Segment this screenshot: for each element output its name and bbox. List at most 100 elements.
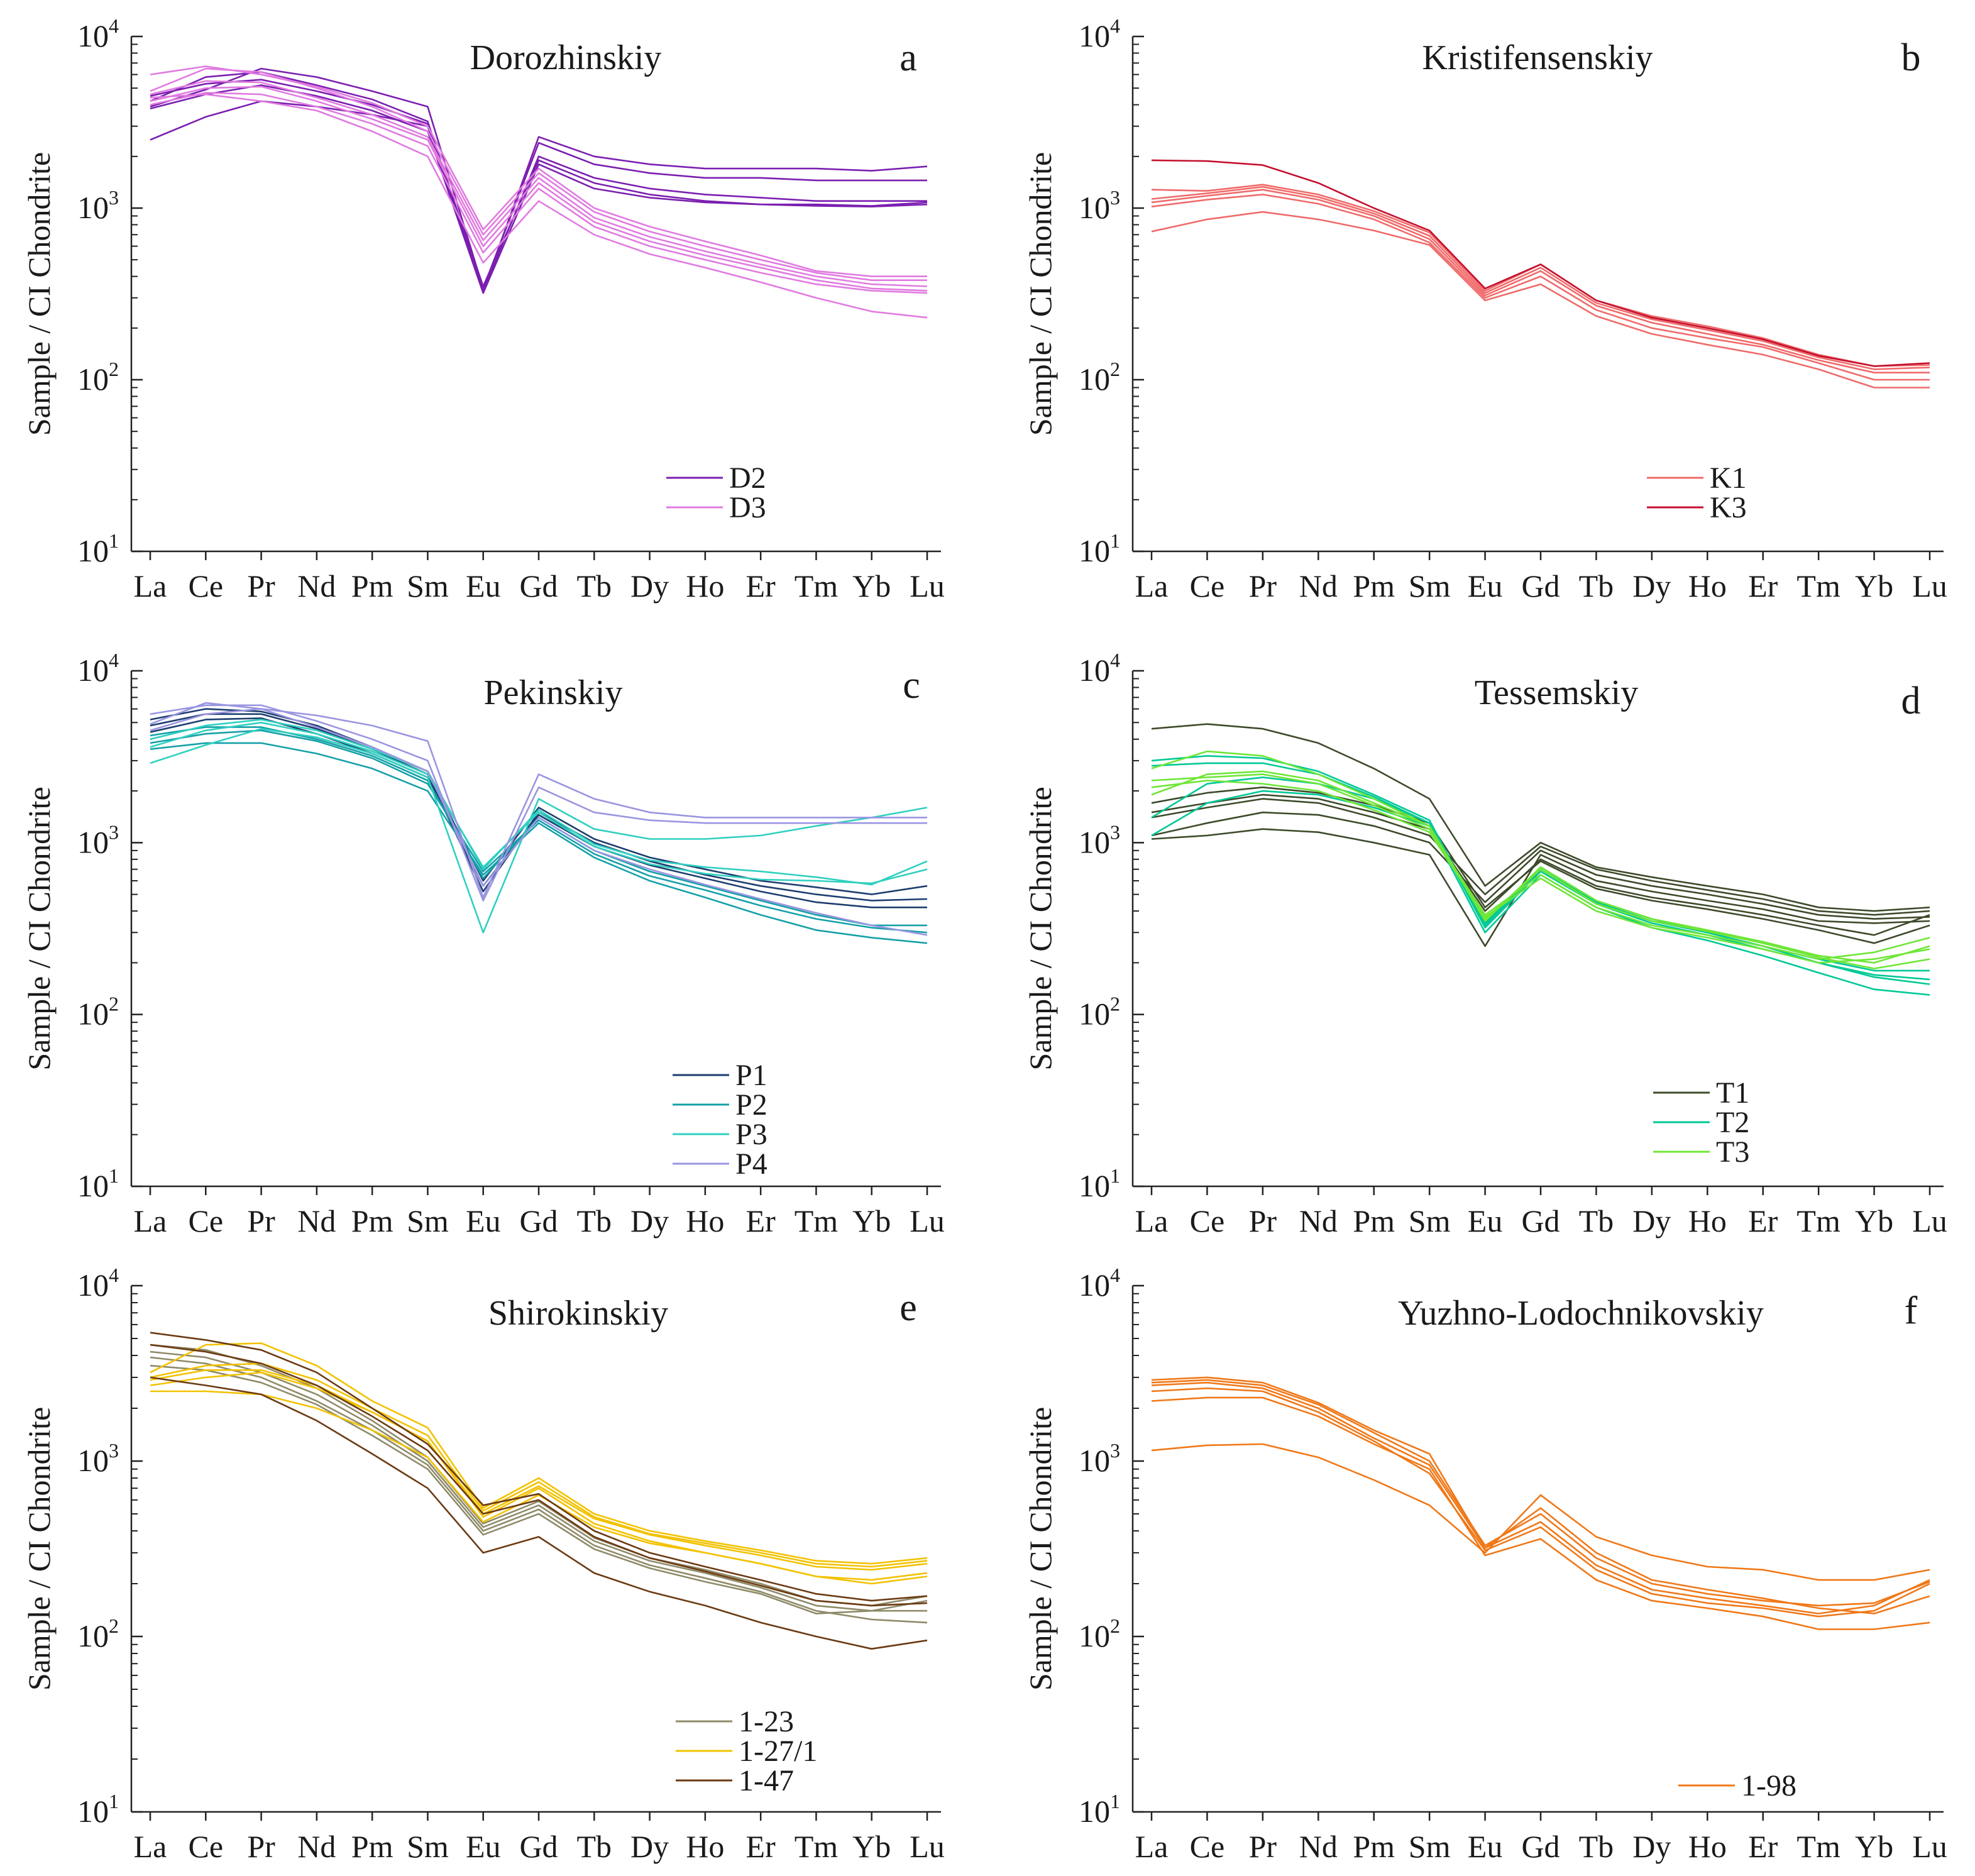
x-tick-label-tb: Tb [1579, 1203, 1614, 1239]
legend-entry: 1-27/1 [676, 1735, 817, 1768]
x-tick-label-tb: Tb [1579, 1829, 1614, 1864]
y-tick-label: 102 [77, 358, 119, 397]
legend-entry: D2 [666, 461, 766, 495]
y-tick-label: 104 [1079, 14, 1120, 53]
x-tick-label-eu: Eu [466, 568, 501, 604]
x-tick-label-dy: Dy [630, 1829, 669, 1864]
panel-d: 101 102 103 104 Sample / CI Chondrite La Ce Pr N… [1023, 649, 1947, 1239]
series-line-T2-9 [1151, 776, 1930, 985]
legend-label: 1-27/1 [739, 1735, 817, 1768]
x-tick-label-la: La [134, 568, 167, 604]
panel-letter: a [899, 36, 917, 79]
x-tick-label-la: La [134, 1203, 167, 1239]
x-tick-label-dy: Dy [1632, 1203, 1671, 1239]
y-tick-label: 103 [1079, 820, 1120, 859]
x-tick-label-yb: Yb [1855, 1829, 1893, 1864]
series-line-K1-3 [1151, 185, 1930, 370]
x-tick-label-nd: Nd [1299, 1203, 1338, 1239]
y-axis-label: Sample / CI Chondrite [21, 1407, 57, 1691]
series-line-P4-10 [150, 704, 927, 902]
x-tick-label-ho: Ho [686, 568, 724, 604]
panel-e: 101 102 103 104 Sample / CI Chondrite La Ce Pr N… [21, 1264, 945, 1864]
legend-label: 1-98 [1741, 1769, 1796, 1802]
legend-entry: 1-98 [1678, 1769, 1796, 1802]
series-line-P2-4 [150, 742, 928, 944]
x-tick-label-pm: Pm [1353, 1829, 1395, 1864]
x-tick-label-sm: Sm [407, 1203, 449, 1239]
series-line-D3-9 [150, 92, 928, 294]
x-tick-label-pr: Pr [247, 568, 275, 604]
x-tick-label-tb: Tb [1579, 568, 1614, 604]
x-tick-label-la: La [1135, 568, 1169, 604]
x-tick-label-eu: Eu [1468, 1829, 1503, 1864]
x-tick-label-gd: Gd [519, 1203, 558, 1239]
legend-entry: 1-23 [676, 1705, 794, 1738]
series-line-T1-1 [1151, 798, 1930, 916]
x-tick-label-tm: Tm [1796, 1203, 1840, 1239]
panel-a: 101 102 103 104 Sample / CI Chondrite La Ce Pr N… [21, 14, 945, 604]
x-tick-label-tb: Tb [577, 1829, 612, 1864]
series-line-1-47-9 [150, 1376, 928, 1650]
y-tick-label: 103 [1079, 186, 1120, 225]
y-tick-label: 104 [1079, 1264, 1120, 1303]
x-tick-label-tb: Tb [577, 1203, 612, 1239]
series-line-1-98-0 [1151, 1443, 1930, 1581]
legend-entry: T2 [1653, 1106, 1749, 1139]
x-tick-label-ho: Ho [1688, 1829, 1727, 1864]
legend-label: T1 [1716, 1076, 1749, 1110]
series-line-1-27-1-5 [150, 1371, 928, 1571]
series-line-D2-0 [150, 100, 928, 292]
y-tick-label: 101 [1079, 1164, 1120, 1203]
x-tick-label-sm: Sm [407, 1829, 449, 1864]
y-axis-label: Sample / CI Chondrite [21, 152, 57, 436]
x-tick-label-nd: Nd [1299, 568, 1338, 604]
x-tick-label-eu: Eu [1468, 568, 1503, 604]
y-axis-label: Sample / CI Chondrite [1023, 152, 1058, 436]
series-line-K3-5 [1151, 159, 1930, 367]
series-line-1-98-4 [1151, 1379, 1930, 1607]
y-tick-label: 102 [1079, 993, 1120, 1032]
x-tick-label-lu: Lu [1912, 1829, 1947, 1864]
x-tick-label-pm: Pm [1353, 568, 1395, 604]
x-tick-label-pr: Pr [1249, 568, 1277, 604]
series-line-1-23-2 [150, 1364, 927, 1614]
x-tick-label-pr: Pr [247, 1829, 275, 1864]
series-line-D3-8 [150, 86, 928, 292]
x-tick-label-ho: Ho [1688, 1203, 1727, 1239]
series-line-1-47-11 [150, 1344, 928, 1607]
x-tick-label-ho: Ho [686, 1829, 724, 1864]
x-tick-label-dy: Dy [1632, 568, 1671, 604]
legend-entry: K1 [1647, 461, 1747, 495]
x-tick-label-lu: Lu [1912, 568, 1947, 604]
series-line-1-98-2 [1151, 1387, 1930, 1618]
x-tick-label-pr: Pr [247, 1203, 275, 1239]
y-axis-label: Sample / CI Chondrite [1023, 786, 1058, 1070]
legend-entry: D3 [666, 491, 766, 524]
series-line-1-98-5 [1151, 1376, 1930, 1614]
panel-title: Yuzhno-Lodochnikovskiy [1398, 1294, 1764, 1333]
x-tick-label-gd: Gd [1521, 1203, 1560, 1239]
x-tick-label-nd: Nd [297, 568, 336, 604]
series-line-D2-3 [150, 79, 928, 287]
x-tick-label-er: Er [1748, 1203, 1778, 1239]
series-line-D3-7 [150, 80, 928, 287]
x-tick-label-tb: Tb [577, 568, 612, 604]
x-tick-label-dy: Dy [630, 1203, 669, 1239]
series-line-T1-4 [1151, 793, 1930, 936]
x-tick-label-pm: Pm [351, 1829, 393, 1864]
legend-label: P1 [735, 1059, 767, 1092]
series-line-P3-7 [150, 722, 928, 885]
panel-letter: c [903, 664, 920, 707]
panel-title: Shirokinskiy [488, 1294, 668, 1333]
panel-title: Tessemskiy [1475, 673, 1639, 712]
x-tick-label-ce: Ce [1190, 1829, 1225, 1864]
panel-title: Kristifensenskiy [1422, 38, 1653, 77]
series-line-1-47-10 [150, 1332, 928, 1602]
x-tick-label-pr: Pr [1249, 1203, 1277, 1239]
y-tick-label: 103 [77, 1439, 119, 1478]
series-line-D2-4 [150, 84, 928, 294]
x-tick-label-er: Er [1748, 568, 1778, 604]
series-line-1-98-1 [1151, 1396, 1930, 1630]
series-line-D3-5 [150, 65, 927, 277]
legend-label: P4 [735, 1147, 767, 1181]
